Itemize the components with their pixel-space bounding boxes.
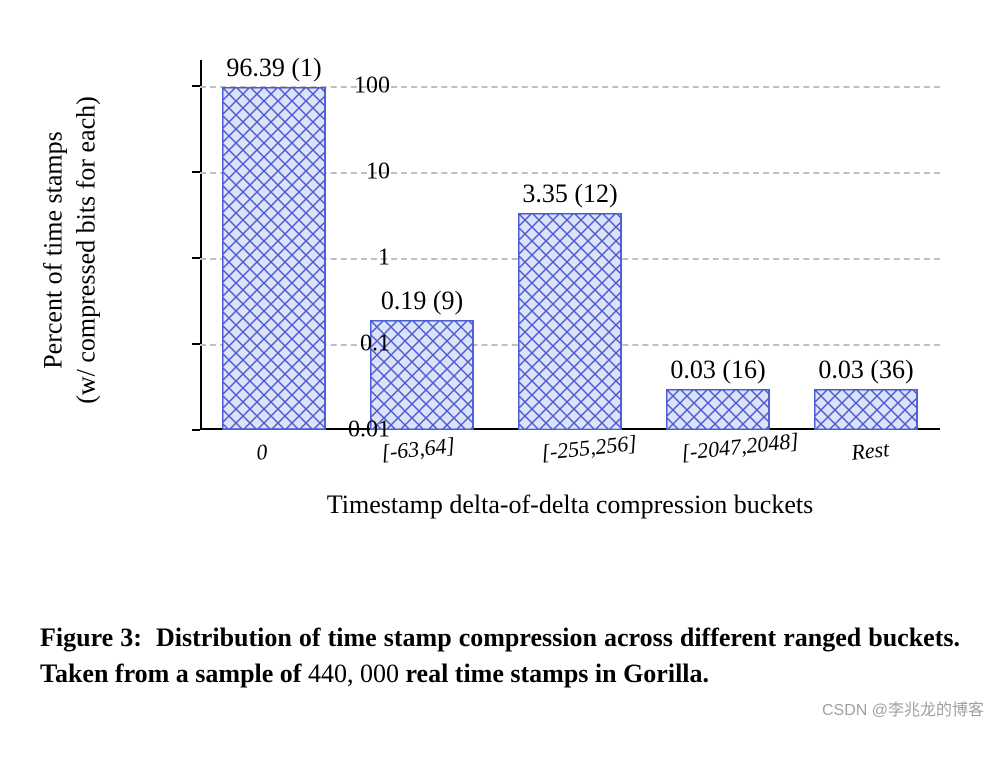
y-tick-label: 0.1 [190, 330, 390, 357]
x-tick-label: [-255,256] [540, 430, 638, 466]
y-tick-label: 1 [190, 244, 390, 271]
y-tick-label: 10 [190, 158, 390, 185]
bar-value-label: 0.03 (16) [670, 355, 765, 385]
bar [666, 389, 770, 430]
watermark: CSDN @李兆龙的博客 [822, 696, 984, 720]
x-tick-label: Rest [850, 436, 890, 466]
bar-value-label: 3.35 (12) [522, 179, 617, 209]
y-title-line1: Percent of time stamps [39, 131, 68, 369]
chart-region: 96.39 (1)0.19 (9)3.35 (12)0.03 (16)0.03 … [30, 30, 970, 550]
bar-value-label: 0.03 (36) [818, 355, 913, 385]
x-tick-label: [-2047,2048] [680, 428, 800, 466]
bar [518, 213, 622, 430]
bar [814, 389, 918, 430]
y-tick-label: 0.01 [190, 417, 390, 444]
y-title-line2: (w/ compressed bits for each) [71, 96, 100, 404]
x-axis-title: Timestamp delta-of-delta compression buc… [200, 490, 940, 520]
y-tick-label: 100 [190, 72, 390, 99]
y-axis-title: Percent of time stamps (w/ compressed bi… [38, 96, 103, 404]
x-tick-label: [-63,64] [380, 432, 456, 466]
figure-caption: Figure 3: Distribution of time stamp com… [40, 620, 960, 693]
caption-prefix: Figure 3: [40, 623, 142, 652]
bar-value-label: 0.19 (9) [381, 286, 463, 316]
caption-number: 440, 000 [308, 659, 399, 688]
caption-body-2: real time stamps in Gorilla. [405, 659, 709, 688]
